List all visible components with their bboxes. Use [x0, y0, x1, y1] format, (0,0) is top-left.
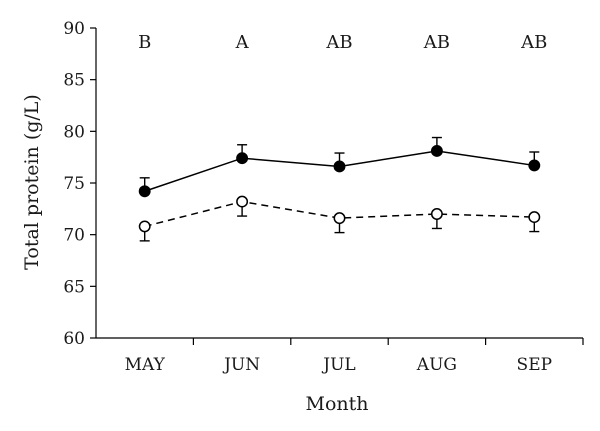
data-point [236, 152, 249, 165]
series-2 [138, 195, 541, 242]
y-tick-label: 75 [63, 174, 85, 194]
series-1 [138, 136, 541, 198]
data-point [430, 208, 443, 220]
x-tick-label: MAY [125, 355, 166, 375]
y-tick-label: 90 [63, 19, 85, 39]
data-point [430, 145, 443, 157]
y-tick-label: 70 [63, 226, 85, 246]
x-tick-label: JUL [321, 355, 355, 375]
data-point [333, 212, 346, 225]
significance-labels: B A AB AB AB [138, 32, 547, 53]
y-tick-label: 85 [63, 71, 85, 91]
data-point [236, 195, 249, 208]
data-point [333, 160, 346, 173]
significance-label: A [235, 32, 250, 53]
y-tick-label: 65 [63, 277, 85, 297]
series-line [144, 200, 535, 228]
y-tick-label: 80 [63, 122, 85, 142]
data-point [528, 211, 541, 224]
x-tick-label: AUG [416, 355, 457, 375]
significance-label: AB [520, 32, 547, 53]
data-point [138, 220, 151, 233]
y-tick-label: 60 [63, 329, 85, 349]
axes: 60 65 70 75 80 85 90 MAY JUN JUL AUG SEP [63, 19, 584, 375]
series-layer [138, 136, 541, 242]
x-tick-label: SEP [517, 355, 553, 375]
y-axis-title: Total protein (g/L) [21, 94, 43, 270]
x-tick-label: JUN [222, 355, 260, 375]
data-point [138, 185, 151, 198]
x-axis-title: Month [305, 393, 368, 415]
significance-label: AB [423, 32, 450, 53]
significance-label: AB [325, 32, 352, 53]
significance-label: B [138, 32, 151, 53]
data-point [528, 159, 541, 172]
